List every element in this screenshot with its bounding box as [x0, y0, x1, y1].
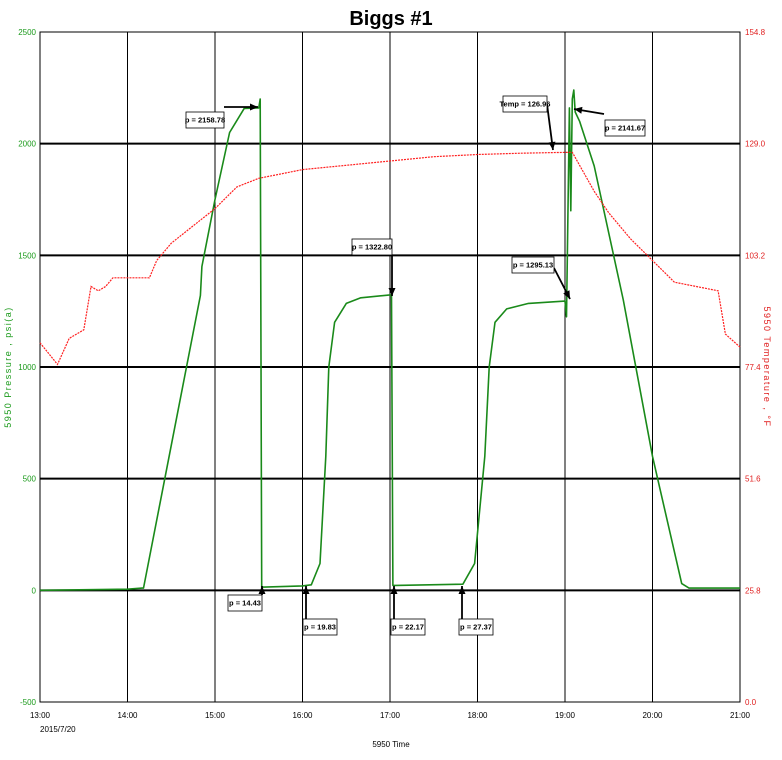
annotation-box: [390, 618, 426, 636]
annotation-arrowhead-icon: [574, 106, 583, 114]
annotation-arrowhead-icon: [390, 586, 398, 594]
x-tick-label: 21:00: [730, 711, 751, 720]
left-axis-label: 5950 Pressure , psi(a): [3, 306, 13, 428]
axes-group: 13:00 14:00 15:00 16:00 17:00 18:00 19:00 20:00…: [18, 28, 765, 720]
annotation-label: Temp = 126.96: [500, 100, 551, 109]
annotation-label: p = 27.37: [460, 623, 492, 632]
annotation-arrowhead-icon: [388, 288, 396, 296]
annotation-arrowhead-icon: [548, 141, 556, 150]
x-tick-label: 20:00: [642, 711, 663, 720]
annotation-label: p = 1322.80: [352, 243, 392, 252]
annotation-label: p = 1295.13: [513, 261, 553, 270]
annotation-box: [185, 111, 225, 129]
annotation-box: [502, 95, 548, 113]
y-left-tick-label: 1000: [18, 363, 36, 372]
y-left-tick-label: 0: [32, 586, 37, 595]
annotation-box: [604, 119, 646, 137]
x-tick-label: 14:00: [117, 711, 138, 720]
x-tick-label: 19:00: [555, 711, 576, 720]
y-left-tick-label: -500: [20, 698, 37, 707]
y-right-tick-label: 154.8: [745, 28, 766, 37]
chart-title: Biggs #1: [349, 8, 432, 30]
x-tick-label: 16:00: [292, 711, 313, 720]
y-left-tick-label: 1500: [18, 251, 36, 260]
x-tick-label: 17:00: [380, 711, 401, 720]
grid: [40, 32, 740, 702]
annotation-arrowhead-icon: [563, 290, 570, 299]
right-axis-label: 5950 Temperature , °F: [762, 307, 772, 428]
annotation-arrowhead-icon: [250, 103, 258, 111]
annotation-arrowhead-icon: [302, 586, 310, 594]
y-right-tick-label: 103.2: [745, 251, 766, 260]
annotation-box: [511, 256, 555, 274]
x-tick-label: 13:00: [30, 711, 51, 720]
y-right-tick-label: 51.6: [745, 475, 761, 484]
annotation-label: p = 2158.78: [185, 116, 225, 125]
annotation-box: [351, 238, 393, 256]
annotation-label: p = 19.83: [304, 623, 336, 632]
y-left-tick-label: 2000: [18, 140, 36, 149]
x-tick-label: 18:00: [467, 711, 488, 720]
annotation-box: [302, 618, 338, 636]
annotation-arrowhead-icon: [258, 586, 266, 594]
annotation-box: [458, 618, 494, 636]
x-axis-label: 5950 Time: [372, 740, 410, 749]
annotations-group: p = 2158.78 Temp = 126.96 p = 2141.67 p = 1…: [185, 95, 646, 636]
y-right-tick-label: 77.4: [745, 363, 761, 372]
annotation-label: p = 2141.67: [605, 124, 645, 133]
y-right-tick-label: 129.0: [745, 140, 766, 149]
y-left-tick-label: 2500: [18, 28, 36, 37]
y-left-tick-label: 500: [23, 475, 37, 484]
annotation-label: p = 22.17: [392, 623, 424, 632]
annotation-box: [227, 594, 263, 612]
annotation-label: p = 14.43: [229, 599, 261, 608]
x-tick-label: 15:00: [205, 711, 226, 720]
temperature-series-line: [39, 151, 741, 366]
y-right-tick-label: 25.8: [745, 586, 761, 595]
y-right-tick-label: 0.0: [745, 698, 757, 707]
date-label: 2015/7/20: [40, 725, 76, 734]
annotation-arrowhead-icon: [458, 586, 466, 594]
